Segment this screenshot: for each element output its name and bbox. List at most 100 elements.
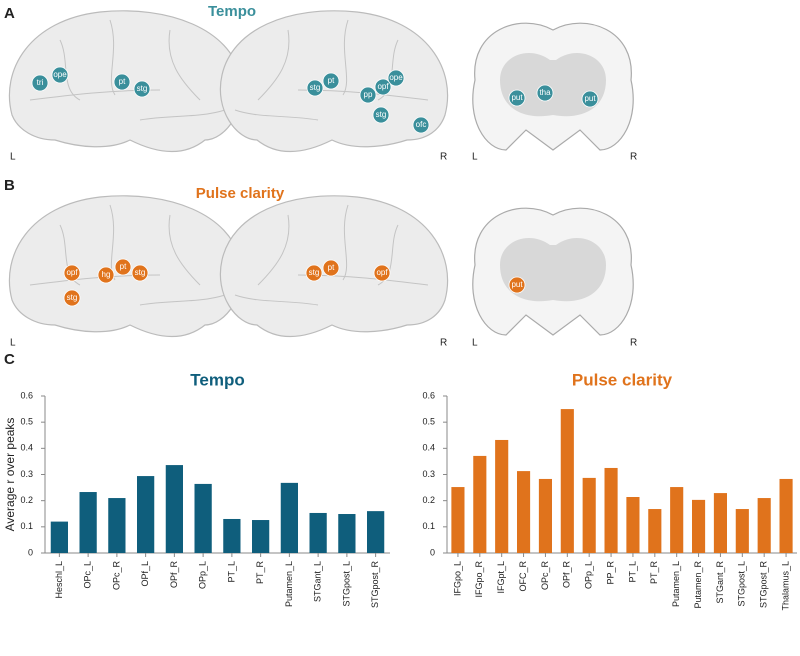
y-tick-label: 0.6 <box>422 390 435 400</box>
y-tick-label: 0.6 <box>20 390 33 400</box>
x-tick-label: OPc_R <box>111 561 121 591</box>
y-tick-label: 0.4 <box>422 443 435 453</box>
bar <box>604 467 618 553</box>
bar <box>165 465 183 553</box>
x-tick-label: PP_R <box>605 561 615 585</box>
bar <box>626 497 640 553</box>
region-marker <box>63 289 81 307</box>
x-tick-label: OPc_L <box>83 561 93 589</box>
region-marker <box>305 264 323 282</box>
x-tick-label: OPp_L <box>584 561 594 589</box>
region-marker <box>63 264 81 282</box>
bar <box>757 498 771 553</box>
bar <box>108 498 126 553</box>
region-marker <box>373 264 391 282</box>
region-label: stg <box>309 268 320 277</box>
panel-label: A <box>4 5 15 22</box>
bar <box>779 478 793 553</box>
bar <box>280 482 298 553</box>
region-label: ofc <box>416 120 427 129</box>
bar <box>648 509 662 553</box>
bar <box>79 492 97 553</box>
y-tick-label: 0.2 <box>422 495 435 505</box>
region-label: tri <box>37 78 44 87</box>
brain-title: Tempo <box>208 3 256 20</box>
region-marker <box>508 276 526 294</box>
region-marker <box>359 86 377 104</box>
x-tick-label: PT_R <box>255 561 265 585</box>
region-marker <box>372 106 390 124</box>
x-tick-label: OPp_L <box>198 561 208 589</box>
region-label: opf <box>66 268 78 277</box>
y-tick-label: 0.5 <box>20 417 33 427</box>
panel-label: C <box>4 351 15 368</box>
brain-drawings <box>8 10 634 338</box>
x-tick-label: OPf_L <box>140 561 150 587</box>
region-label: pt <box>328 76 335 85</box>
region-label: stg <box>67 293 78 302</box>
x-tick-label: Putamen_L <box>671 561 681 607</box>
x-tick-label: IFGpo_L <box>452 561 462 596</box>
region-marker <box>322 72 340 90</box>
bar <box>692 499 706 553</box>
x-tick-label: Putamen_R <box>693 561 703 609</box>
x-tick-label: Thalamus_L <box>780 561 790 611</box>
bar <box>560 409 574 553</box>
x-tick-label: STGpost_L <box>737 561 747 607</box>
region-label: stg <box>310 83 321 92</box>
side-label: R <box>440 338 447 349</box>
x-tick-label: STGant_L <box>313 561 323 602</box>
region-label: pt <box>120 262 127 271</box>
y-tick-label: 0.1 <box>20 521 33 531</box>
x-tick-label: IFGpo_R <box>474 561 484 598</box>
bar <box>538 478 552 553</box>
region-label: put <box>511 280 523 289</box>
region-label: opf <box>376 268 388 277</box>
y-tick-label: 0.2 <box>20 495 33 505</box>
y-tick-label: 0.5 <box>422 417 435 427</box>
x-tick-label: OFC_R <box>518 561 528 592</box>
region-marker <box>508 89 526 107</box>
x-tick-label: Putamen_L <box>284 561 294 607</box>
x-tick-label: IFGpt_L <box>496 561 506 594</box>
region-marker <box>97 266 115 284</box>
region-label: put <box>511 93 523 102</box>
region-marker <box>412 116 430 134</box>
y-tick-label: 0.4 <box>20 443 33 453</box>
x-tick-label: OPf_R <box>169 561 179 589</box>
region-marker <box>113 73 131 91</box>
region-marker <box>536 84 554 102</box>
region-label: pt <box>328 263 335 272</box>
bar <box>451 487 465 553</box>
x-tick-label: STGpost_R <box>759 561 769 609</box>
region-label: stg <box>137 84 148 93</box>
bar <box>670 487 684 553</box>
region-label: ope <box>389 73 403 82</box>
side-label: R <box>630 338 637 349</box>
brain-title: Pulse clarity <box>196 185 285 202</box>
region-marker <box>133 80 151 98</box>
x-tick-label: OPf_R <box>562 561 572 589</box>
x-tick-label: STGpost_L <box>341 561 351 607</box>
bar <box>473 455 487 553</box>
y-tick-label: 0.3 <box>422 469 435 479</box>
x-tick-label: STGpost_R <box>370 561 380 609</box>
bar <box>713 493 727 553</box>
bar <box>137 476 155 553</box>
side-label: L <box>472 338 478 349</box>
region-label: hg <box>102 270 111 279</box>
side-label: R <box>440 152 447 163</box>
bar <box>338 514 356 553</box>
y-axis-label: Average r over peaks <box>3 418 17 532</box>
region-label: pt <box>119 77 126 86</box>
y-tick-label: 0 <box>28 547 33 557</box>
chart-title: Tempo <box>190 370 244 389</box>
region-label: tha <box>539 88 551 97</box>
bar <box>582 477 596 553</box>
region-label: pp <box>364 90 373 99</box>
region-label: stg <box>376 110 387 119</box>
bar <box>223 518 241 553</box>
side-label: L <box>10 152 16 163</box>
x-tick-label: PT_L <box>627 561 637 583</box>
